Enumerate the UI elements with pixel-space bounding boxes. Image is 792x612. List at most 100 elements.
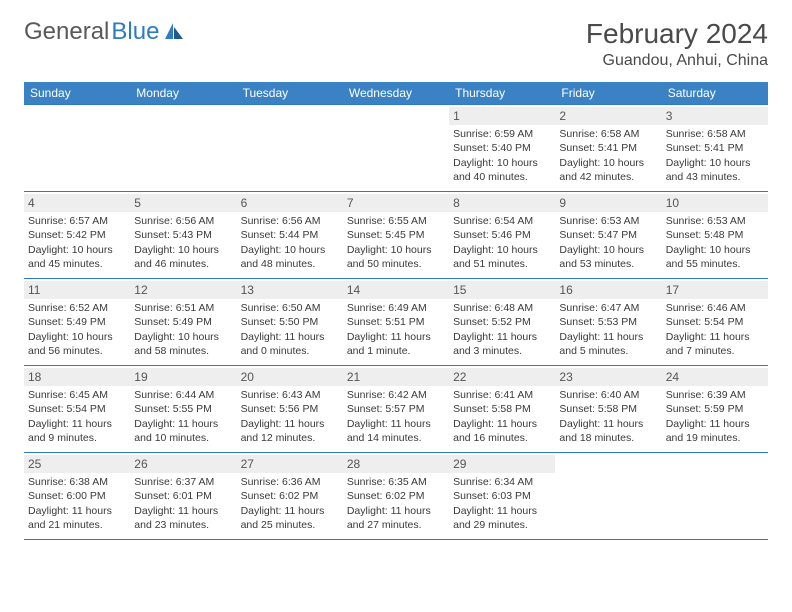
daylight-text: Daylight: 11 hours and 25 minutes. [241, 504, 339, 532]
day-cell: 7Sunrise: 6:55 AMSunset: 5:45 PMDaylight… [343, 192, 449, 278]
day-number: 22 [449, 368, 555, 386]
sunrise-text: Sunrise: 6:52 AM [28, 301, 126, 315]
sunrise-text: Sunrise: 6:41 AM [453, 388, 551, 402]
sunset-text: Sunset: 5:48 PM [666, 228, 764, 242]
daylight-text: Daylight: 11 hours and 9 minutes. [28, 417, 126, 445]
day-number [237, 107, 343, 125]
sunset-text: Sunset: 5:58 PM [559, 402, 657, 416]
sunrise-text: Sunrise: 6:53 AM [666, 214, 764, 228]
day-number: 17 [662, 281, 768, 299]
sunset-text: Sunset: 5:57 PM [347, 402, 445, 416]
daylight-text: Daylight: 10 hours and 56 minutes. [28, 330, 126, 358]
sunrise-text: Sunrise: 6:43 AM [241, 388, 339, 402]
sunset-text: Sunset: 5:53 PM [559, 315, 657, 329]
sunset-text: Sunset: 6:00 PM [28, 489, 126, 503]
sunrise-text: Sunrise: 6:57 AM [28, 214, 126, 228]
daylight-text: Daylight: 11 hours and 18 minutes. [559, 417, 657, 445]
day-cell: 11Sunrise: 6:52 AMSunset: 5:49 PMDayligh… [24, 279, 130, 365]
daylight-text: Daylight: 11 hours and 10 minutes. [134, 417, 232, 445]
day-number: 11 [24, 281, 130, 299]
day-header-row: SundayMondayTuesdayWednesdayThursdayFrid… [24, 82, 768, 104]
sunset-text: Sunset: 5:46 PM [453, 228, 551, 242]
sunrise-text: Sunrise: 6:51 AM [134, 301, 232, 315]
week-row: 25Sunrise: 6:38 AMSunset: 6:00 PMDayligh… [24, 452, 768, 540]
sunset-text: Sunset: 6:03 PM [453, 489, 551, 503]
sunset-text: Sunset: 5:51 PM [347, 315, 445, 329]
day-number [343, 107, 449, 125]
sunrise-text: Sunrise: 6:36 AM [241, 475, 339, 489]
day-number: 13 [237, 281, 343, 299]
header: GeneralBlue February 2024 Guandou, Anhui… [24, 18, 768, 70]
day-number: 7 [343, 194, 449, 212]
day-number: 5 [130, 194, 236, 212]
day-number [555, 455, 661, 473]
sunset-text: Sunset: 5:56 PM [241, 402, 339, 416]
daylight-text: Daylight: 10 hours and 55 minutes. [666, 243, 764, 271]
day-cell: 26Sunrise: 6:37 AMSunset: 6:01 PMDayligh… [130, 453, 236, 539]
daylight-text: Daylight: 10 hours and 50 minutes. [347, 243, 445, 271]
calendar: SundayMondayTuesdayWednesdayThursdayFrid… [24, 82, 768, 540]
sunrise-text: Sunrise: 6:50 AM [241, 301, 339, 315]
sunset-text: Sunset: 5:42 PM [28, 228, 126, 242]
day-number: 8 [449, 194, 555, 212]
sunrise-text: Sunrise: 6:56 AM [241, 214, 339, 228]
logo: GeneralBlue [24, 18, 185, 46]
day-cell: 1Sunrise: 6:59 AMSunset: 5:40 PMDaylight… [449, 105, 555, 191]
day-number: 10 [662, 194, 768, 212]
week-row: 4Sunrise: 6:57 AMSunset: 5:42 PMDaylight… [24, 191, 768, 278]
daylight-text: Daylight: 11 hours and 7 minutes. [666, 330, 764, 358]
daylight-text: Daylight: 10 hours and 48 minutes. [241, 243, 339, 271]
daylight-text: Daylight: 10 hours and 40 minutes. [453, 156, 551, 184]
day-number: 18 [24, 368, 130, 386]
day-number: 4 [24, 194, 130, 212]
day-number [662, 455, 768, 473]
day-number: 20 [237, 368, 343, 386]
location: Guandou, Anhui, China [586, 52, 768, 70]
sunrise-text: Sunrise: 6:56 AM [134, 214, 232, 228]
sunrise-text: Sunrise: 6:42 AM [347, 388, 445, 402]
day-cell: 19Sunrise: 6:44 AMSunset: 5:55 PMDayligh… [130, 366, 236, 452]
sunset-text: Sunset: 6:01 PM [134, 489, 232, 503]
day-cell: 28Sunrise: 6:35 AMSunset: 6:02 PMDayligh… [343, 453, 449, 539]
sunset-text: Sunset: 5:54 PM [28, 402, 126, 416]
day-number: 29 [449, 455, 555, 473]
day-number: 26 [130, 455, 236, 473]
title-block: February 2024 Guandou, Anhui, China [586, 18, 768, 70]
day-cell: 12Sunrise: 6:51 AMSunset: 5:49 PMDayligh… [130, 279, 236, 365]
daylight-text: Daylight: 11 hours and 1 minute. [347, 330, 445, 358]
sunset-text: Sunset: 5:52 PM [453, 315, 551, 329]
sunrise-text: Sunrise: 6:49 AM [347, 301, 445, 315]
weeks-container: 1Sunrise: 6:59 AMSunset: 5:40 PMDaylight… [24, 104, 768, 540]
day-number: 28 [343, 455, 449, 473]
day-header: Monday [130, 82, 236, 104]
day-cell: 2Sunrise: 6:58 AMSunset: 5:41 PMDaylight… [555, 105, 661, 191]
day-number: 27 [237, 455, 343, 473]
day-cell: 20 Sunrise: 6:43 AMSunset: 5:56 PMDayligh… [237, 366, 343, 452]
sunrise-text: Sunrise: 6:40 AM [559, 388, 657, 402]
day-cell: 22Sunrise: 6:41 AMSunset: 5:58 PMDayligh… [449, 366, 555, 452]
day-header: Sunday [24, 82, 130, 104]
day-header: Thursday [449, 82, 555, 104]
day-cell [237, 105, 343, 191]
day-number [130, 107, 236, 125]
day-cell: 21Sunrise: 6:42 AMSunset: 5:57 PMDayligh… [343, 366, 449, 452]
sunrise-text: Sunrise: 6:58 AM [666, 127, 764, 141]
day-cell: 27Sunrise: 6:36 AMSunset: 6:02 PMDayligh… [237, 453, 343, 539]
sunset-text: Sunset: 5:40 PM [453, 141, 551, 155]
daylight-text: Daylight: 10 hours and 58 minutes. [134, 330, 232, 358]
daylight-text: Daylight: 11 hours and 3 minutes. [453, 330, 551, 358]
logo-text-gray: General [24, 18, 109, 46]
sunrise-text: Sunrise: 6:47 AM [559, 301, 657, 315]
day-number: 25 [24, 455, 130, 473]
sunset-text: Sunset: 5:43 PM [134, 228, 232, 242]
day-number: 12 [130, 281, 236, 299]
daylight-text: Daylight: 10 hours and 45 minutes. [28, 243, 126, 271]
daylight-text: Daylight: 11 hours and 23 minutes. [134, 504, 232, 532]
day-cell: 16Sunrise: 6:47 AMSunset: 5:53 PMDayligh… [555, 279, 661, 365]
sunset-text: Sunset: 5:41 PM [559, 141, 657, 155]
daylight-text: Daylight: 10 hours and 42 minutes. [559, 156, 657, 184]
sunset-text: Sunset: 5:47 PM [559, 228, 657, 242]
daylight-text: Daylight: 11 hours and 12 minutes. [241, 417, 339, 445]
day-number: 2 [555, 107, 661, 125]
daylight-text: Daylight: 11 hours and 27 minutes. [347, 504, 445, 532]
